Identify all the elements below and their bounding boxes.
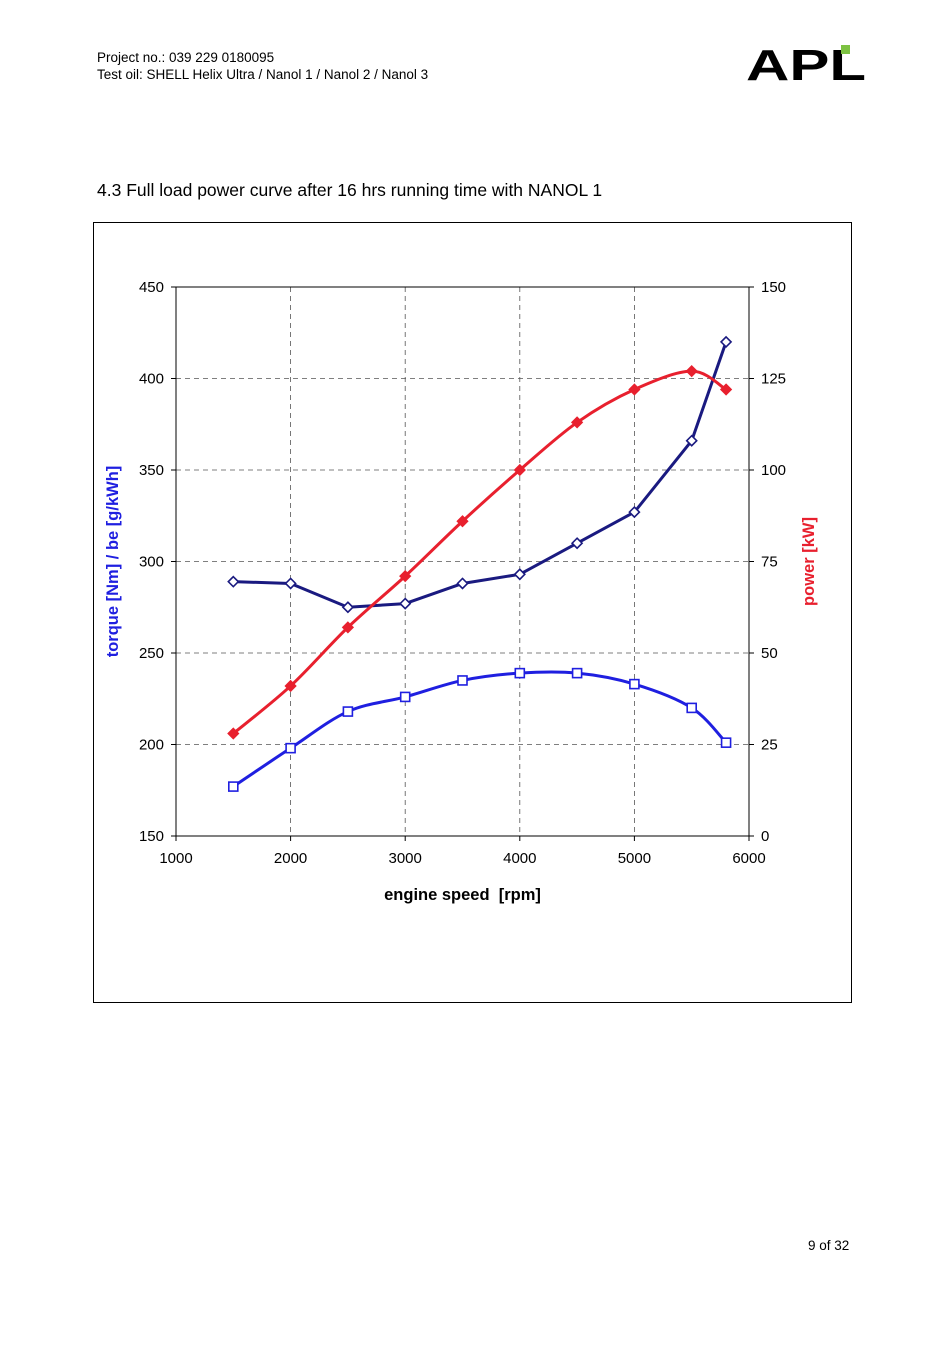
document-header: Project no.: 039 229 0180095 Test oil: S…	[97, 49, 428, 83]
data-point-square	[285, 742, 296, 754]
series-line-2	[232, 670, 728, 788]
x-tick-label: 3000	[389, 850, 422, 867]
y-left-tick-label: 300	[139, 554, 164, 571]
y-axis-left-label: torque [Nm] / be [g/kWh]	[104, 466, 122, 658]
data-point-diamond	[719, 335, 733, 349]
y-left-tick-label: 250	[139, 645, 164, 662]
data-point-diamond	[341, 601, 355, 614]
page-number: 9 of 32	[808, 1238, 850, 1253]
axis-ticks: 1000 2000 3000 4000 5000 60001502002503003504…	[139, 279, 786, 867]
data-point-diamond	[628, 383, 641, 396]
data-point-diamond	[227, 727, 240, 740]
section-title: 4.3 Full load power curve after 16 hrs r…	[97, 180, 603, 200]
apl-logo: APL	[746, 44, 866, 82]
data-point-diamond	[284, 577, 297, 590]
data-point-square	[686, 702, 698, 714]
data-point-square	[629, 678, 640, 690]
chart: 1000 2000 3000 4000 5000 60001502002503003504…	[104, 279, 818, 904]
y-axis-right-label: power [kW]	[800, 517, 818, 606]
data-point-diamond	[399, 597, 412, 610]
x-tick-label: 5000	[618, 850, 651, 867]
series-line-3	[232, 369, 727, 735]
y-left-tick-label: 450	[139, 279, 164, 296]
data-point-diamond	[513, 568, 526, 581]
project-number: Project no.: 039 229 0180095	[97, 50, 275, 65]
data-point-diamond	[570, 537, 584, 550]
data-point-diamond	[456, 577, 469, 590]
data-point-square	[514, 667, 526, 679]
y-right-tick-label: 75	[761, 554, 778, 571]
x-tick-label: 4000	[503, 850, 536, 867]
y-right-tick-label: 25	[761, 737, 778, 754]
data-point-diamond	[227, 575, 240, 588]
grid	[176, 287, 749, 836]
y-left-tick-label: 350	[139, 462, 164, 479]
data-point-square	[571, 667, 583, 679]
data-point-diamond	[570, 416, 584, 429]
chart-frame: 1000 2000 3000 4000 5000 6000 150 200 250 300 350 4…	[93, 222, 852, 1003]
data-point-square	[457, 675, 468, 686]
data-point-diamond	[685, 365, 698, 378]
y-left-tick-label: 200	[139, 737, 164, 754]
data-point-diamond	[719, 383, 733, 396]
apl-logo-accent	[841, 45, 850, 54]
y-right-tick-label: 125	[761, 371, 786, 388]
y-right-tick-label: 50	[761, 645, 778, 662]
test-oil-line: Test oil: SHELL Helix Ultra / Nanol 1 / …	[97, 67, 429, 82]
data-point-square	[228, 781, 239, 792]
y-left-tick-label: 150	[139, 828, 164, 845]
data-point-diamond	[628, 505, 641, 519]
data-point-square	[342, 706, 354, 717]
data-point-square	[720, 737, 732, 748]
data-point-diamond	[399, 570, 412, 583]
data-point-diamond	[513, 463, 526, 477]
x-axis-label: engine speed [rpm]	[384, 886, 541, 904]
series-line-1	[233, 341, 728, 609]
series	[227, 335, 733, 792]
y-right-tick-label: 150	[761, 279, 786, 296]
data-point-diamond	[456, 515, 469, 528]
data-point-diamond	[685, 434, 698, 447]
x-tick-label: 2000	[274, 850, 307, 867]
y-left-tick-label: 400	[139, 371, 164, 388]
data-point-diamond	[284, 679, 297, 693]
x-tick-label: 6000	[732, 850, 765, 867]
data-point-diamond	[341, 621, 355, 634]
y-right-tick-label: 0	[761, 828, 769, 845]
y-right-tick-label: 100	[761, 462, 786, 479]
x-tick-label: 1000	[159, 850, 192, 867]
data-point-square	[399, 691, 411, 703]
